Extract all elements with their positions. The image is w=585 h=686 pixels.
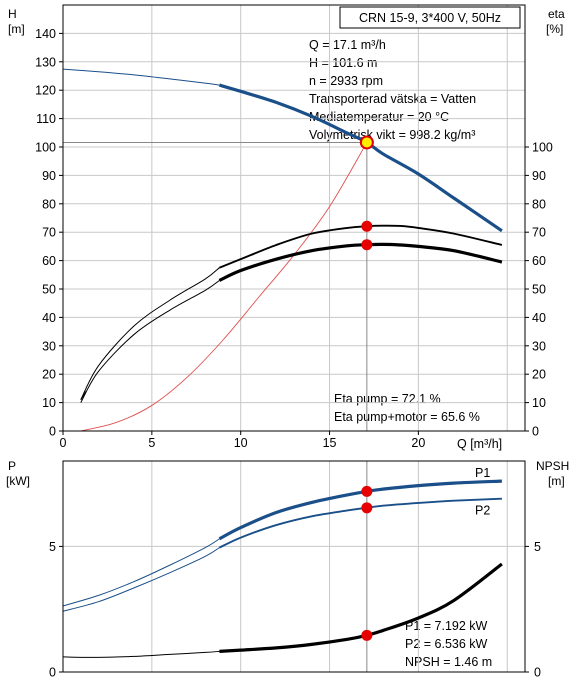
h-axis-unit: [m] <box>8 22 25 36</box>
bottom-panel: P [kW] NPSH [m] P1 = 7.192 kW P2 = 6.536… <box>6 459 569 669</box>
head-curve-thin <box>62 68 220 86</box>
q-tick-label: 10 <box>234 436 248 450</box>
top-plot-frame <box>62 4 526 432</box>
q-axis-label: Q [m³/h] <box>457 437 502 451</box>
eta-tick-label: 80 <box>532 197 546 211</box>
eta-tick-label: 60 <box>532 254 546 268</box>
npsh-curve-thick <box>219 562 503 653</box>
h-tick-label: 40 <box>42 311 56 325</box>
info-line-h: H = 101.6 m <box>309 56 377 70</box>
info-line-density: Volymetrisk vikt = 998.2 kg/m³ <box>309 128 475 142</box>
eta-pump-marker <box>361 220 373 232</box>
p-axis-unit: [kW] <box>6 474 30 488</box>
h-tick-label: 50 <box>42 283 56 297</box>
p1-value-text: P1 = 7.192 kW <box>405 619 488 633</box>
h-tick-label: 10 <box>42 396 56 410</box>
q-tick-label: 15 <box>323 436 337 450</box>
h-tick-label: 30 <box>42 339 56 353</box>
info-line-q: Q = 17.1 m³/h <box>309 38 386 52</box>
top-panel: H [m] eta [%] Q [m³/h] Q = 17.1 m³/h H =… <box>8 7 565 451</box>
q-tick-label: 20 <box>411 436 425 450</box>
npsh-tick-label: 5 <box>534 540 541 554</box>
p2-curve-thick <box>218 497 502 549</box>
eta-axis-unit: [%] <box>546 22 563 36</box>
eta-tick-label: 70 <box>532 226 546 240</box>
power-text-block: P1 = 7.192 kW P2 = 6.536 kW NPSH = 1.46 … <box>405 619 492 669</box>
duty-point-marker <box>359 135 374 150</box>
p1-marker <box>361 485 373 497</box>
head-curve-thick <box>218 83 503 233</box>
info-text-block: Q = 17.1 m³/h H = 101.6 m n = 2933 rpm T… <box>309 38 476 142</box>
p1-curve-thin <box>62 538 220 607</box>
eta-start-join <box>80 390 87 401</box>
p-axis-label: P <box>8 459 16 473</box>
eta-tick-label: 50 <box>532 283 546 297</box>
h-tick-label: 0 <box>49 425 56 439</box>
h-tick-label: 110 <box>36 112 56 126</box>
p2-marker <box>361 502 373 514</box>
eta-tick-label: 10 <box>532 396 546 410</box>
eta-pump-motor-curve-thin <box>80 280 220 403</box>
eta-pump-motor-text: Eta pump+motor = 65.6 % <box>334 410 480 424</box>
eta-tick-label: 40 <box>532 311 546 325</box>
eta-axis-label: eta <box>548 7 565 21</box>
eta-tick-label: 100 <box>532 141 553 155</box>
h-tick-label: 130 <box>35 55 56 69</box>
bottom-plot-frame <box>62 460 526 673</box>
eta-tick-label: 30 <box>532 339 546 353</box>
eta-tick-label: 90 <box>532 169 546 183</box>
h-tick-label: 80 <box>42 197 56 211</box>
p1-curve-thick <box>218 479 502 541</box>
chart-title: CRN 15-9, 3*400 V, 50Hz <box>359 11 501 25</box>
npsh-axis-unit: [m] <box>548 474 565 488</box>
q-tick-label: 0 <box>60 436 67 450</box>
npsh-tick-label: 0 <box>534 666 541 680</box>
info-line-temperature: Mediatemperatur = 20 °C <box>309 110 449 124</box>
npsh-value-text: NPSH = 1.46 m <box>405 655 492 669</box>
h-tick-label: 100 <box>35 141 56 155</box>
q-tick-label: 5 <box>148 436 155 450</box>
eta-pump-text: Eta pump = 72.1 % <box>334 392 441 406</box>
eta-tick-label: 20 <box>532 368 546 382</box>
chart-marks: 0102030405060708090100110120130140010203… <box>35 4 553 680</box>
info-line-n: n = 2933 rpm <box>309 74 383 88</box>
p2-value-text: P2 = 6.536 kW <box>405 637 488 651</box>
title-box <box>339 6 521 29</box>
h-tick-label: 120 <box>35 84 56 98</box>
p-tick-label: 5 <box>49 540 56 554</box>
h-tick-label: 60 <box>42 254 56 268</box>
h-tick-label: 70 <box>42 226 56 240</box>
p2-curve-label: P2 <box>475 503 490 517</box>
h-tick-label: 140 <box>35 27 56 41</box>
npsh-curve-thin <box>62 650 220 658</box>
p2-curve-thin <box>62 547 220 612</box>
p-tick-label: 0 <box>49 666 56 680</box>
system-curve <box>80 142 368 432</box>
eta-pump-curve-thin <box>80 267 220 400</box>
h-tick-label: 90 <box>42 169 56 183</box>
info-line-liquid: Transporterad vätska = Vatten <box>309 92 476 106</box>
npsh-axis-label: NPSH <box>536 459 569 473</box>
eta-pump-motor-marker <box>361 239 373 251</box>
h-axis-label: H <box>8 7 17 21</box>
p1-curve-label: P1 <box>475 466 490 480</box>
npsh-marker <box>361 629 373 641</box>
eta-tick-label: 0 <box>532 425 539 439</box>
h-tick-label: 20 <box>42 368 56 382</box>
eta-text-block: Eta pump = 72.1 % Eta pump+motor = 65.6 … <box>334 392 480 424</box>
